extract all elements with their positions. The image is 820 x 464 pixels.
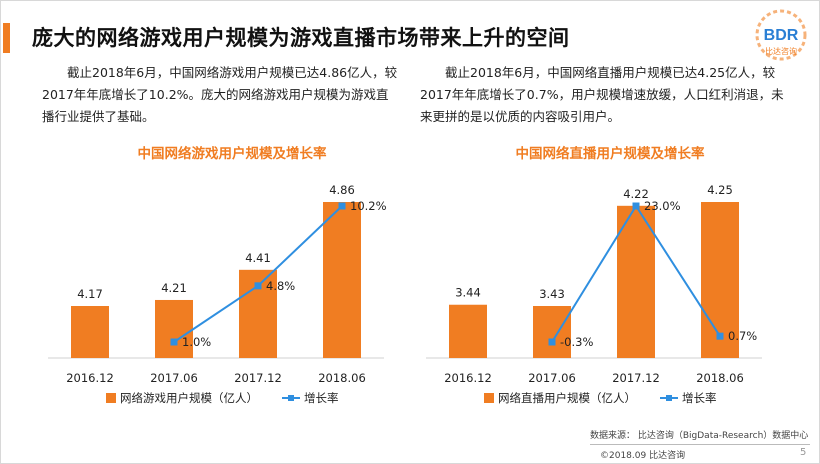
page-number: 5 <box>800 447 807 458</box>
bar-value-label: 4.25 <box>707 183 733 197</box>
x-tick-label: 2017.12 <box>612 371 660 385</box>
title-accent-bar <box>3 23 10 53</box>
legend-line-marker <box>288 395 294 401</box>
growth-rate-label: 10.2% <box>350 199 387 213</box>
growth-rate-point <box>716 332 724 340</box>
legend-bar-swatch <box>106 393 116 403</box>
bar-value-label: 4.86 <box>329 183 355 197</box>
bar-value-label: 4.22 <box>623 187 649 201</box>
growth-rate-label: 1.0% <box>182 335 211 349</box>
logo-subtext: 比达咨询 <box>765 46 797 56</box>
x-tick-label: 2017.12 <box>234 371 282 385</box>
x-tick-label: 2016.12 <box>444 371 492 385</box>
game-users-chart: 中国网络游戏用户规模及增长率 4.17 2016.12 4.21 2017.06 4.41… <box>48 145 387 405</box>
bdr-logo: BDR 比达咨询 <box>755 9 807 61</box>
growth-rate-label: -0.3% <box>560 335 593 349</box>
bar-value-label: 4.21 <box>161 281 187 295</box>
logo-ring <box>755 9 807 61</box>
legend-line-label: 增长率 <box>304 391 339 405</box>
legend-bar-label: 网络游戏用户规模（亿人） <box>120 391 258 405</box>
growth-rate-label: 4.8% <box>266 279 295 293</box>
bar <box>71 306 109 358</box>
bar-value-label: 4.41 <box>245 251 271 265</box>
copyright: ©2018.09 比达咨询 <box>600 451 686 461</box>
bar <box>701 202 739 358</box>
x-tick-label: 2017.06 <box>150 371 198 385</box>
x-tick-label: 2018.06 <box>318 371 366 385</box>
growth-rate-point <box>632 202 640 210</box>
bar <box>323 202 361 358</box>
chart-title: 中国网络直播用户规模及增长率 <box>516 145 705 162</box>
growth-rate-point <box>338 202 346 210</box>
growth-rate-point <box>254 282 262 290</box>
footer-divider <box>590 444 810 445</box>
live-users-chart: 中国网络直播用户规模及增长率 3.44 2016.12 3.43 2017.06 4.22… <box>426 145 762 405</box>
legend-bar-swatch <box>484 393 494 403</box>
legend-line-label: 增长率 <box>682 391 717 405</box>
x-tick-label: 2017.06 <box>528 371 576 385</box>
bar-value-label: 3.43 <box>539 287 565 301</box>
bar <box>617 205 655 358</box>
growth-rate-label: 23.0% <box>644 199 681 213</box>
growth-rate-label: 0.7% <box>728 329 757 343</box>
right-paragraph: 截止2018年6月，中国网络直播用户规模已达4.25亿人，较2017年年底增长了… <box>420 65 784 124</box>
legend-line-marker <box>666 395 672 401</box>
left-paragraph: 截止2018年6月，中国网络游戏用户规模已达4.86亿人，较2017年年底增长了… <box>42 65 398 124</box>
legend-bar-label: 网络直播用户规模（亿人） <box>498 391 636 405</box>
growth-rate-point <box>548 338 556 346</box>
bar <box>155 299 193 358</box>
bar <box>449 304 487 358</box>
bar <box>533 306 571 358</box>
bar-value-label: 3.44 <box>455 286 481 300</box>
x-tick-label: 2018.06 <box>696 371 744 385</box>
chart-title: 中国网络游戏用户规模及增长率 <box>138 145 327 162</box>
page-title: 庞大的网络游戏用户规模为游戏直播市场带来上升的空间 <box>32 26 570 50</box>
growth-rate-point <box>170 338 178 346</box>
x-tick-label: 2016.12 <box>66 371 114 385</box>
logo-text: BDR <box>764 27 799 44</box>
data-source: 数据来源： 比达咨询（BigData-Research）数据中心 <box>590 431 809 441</box>
bar-value-label: 4.17 <box>77 287 103 301</box>
